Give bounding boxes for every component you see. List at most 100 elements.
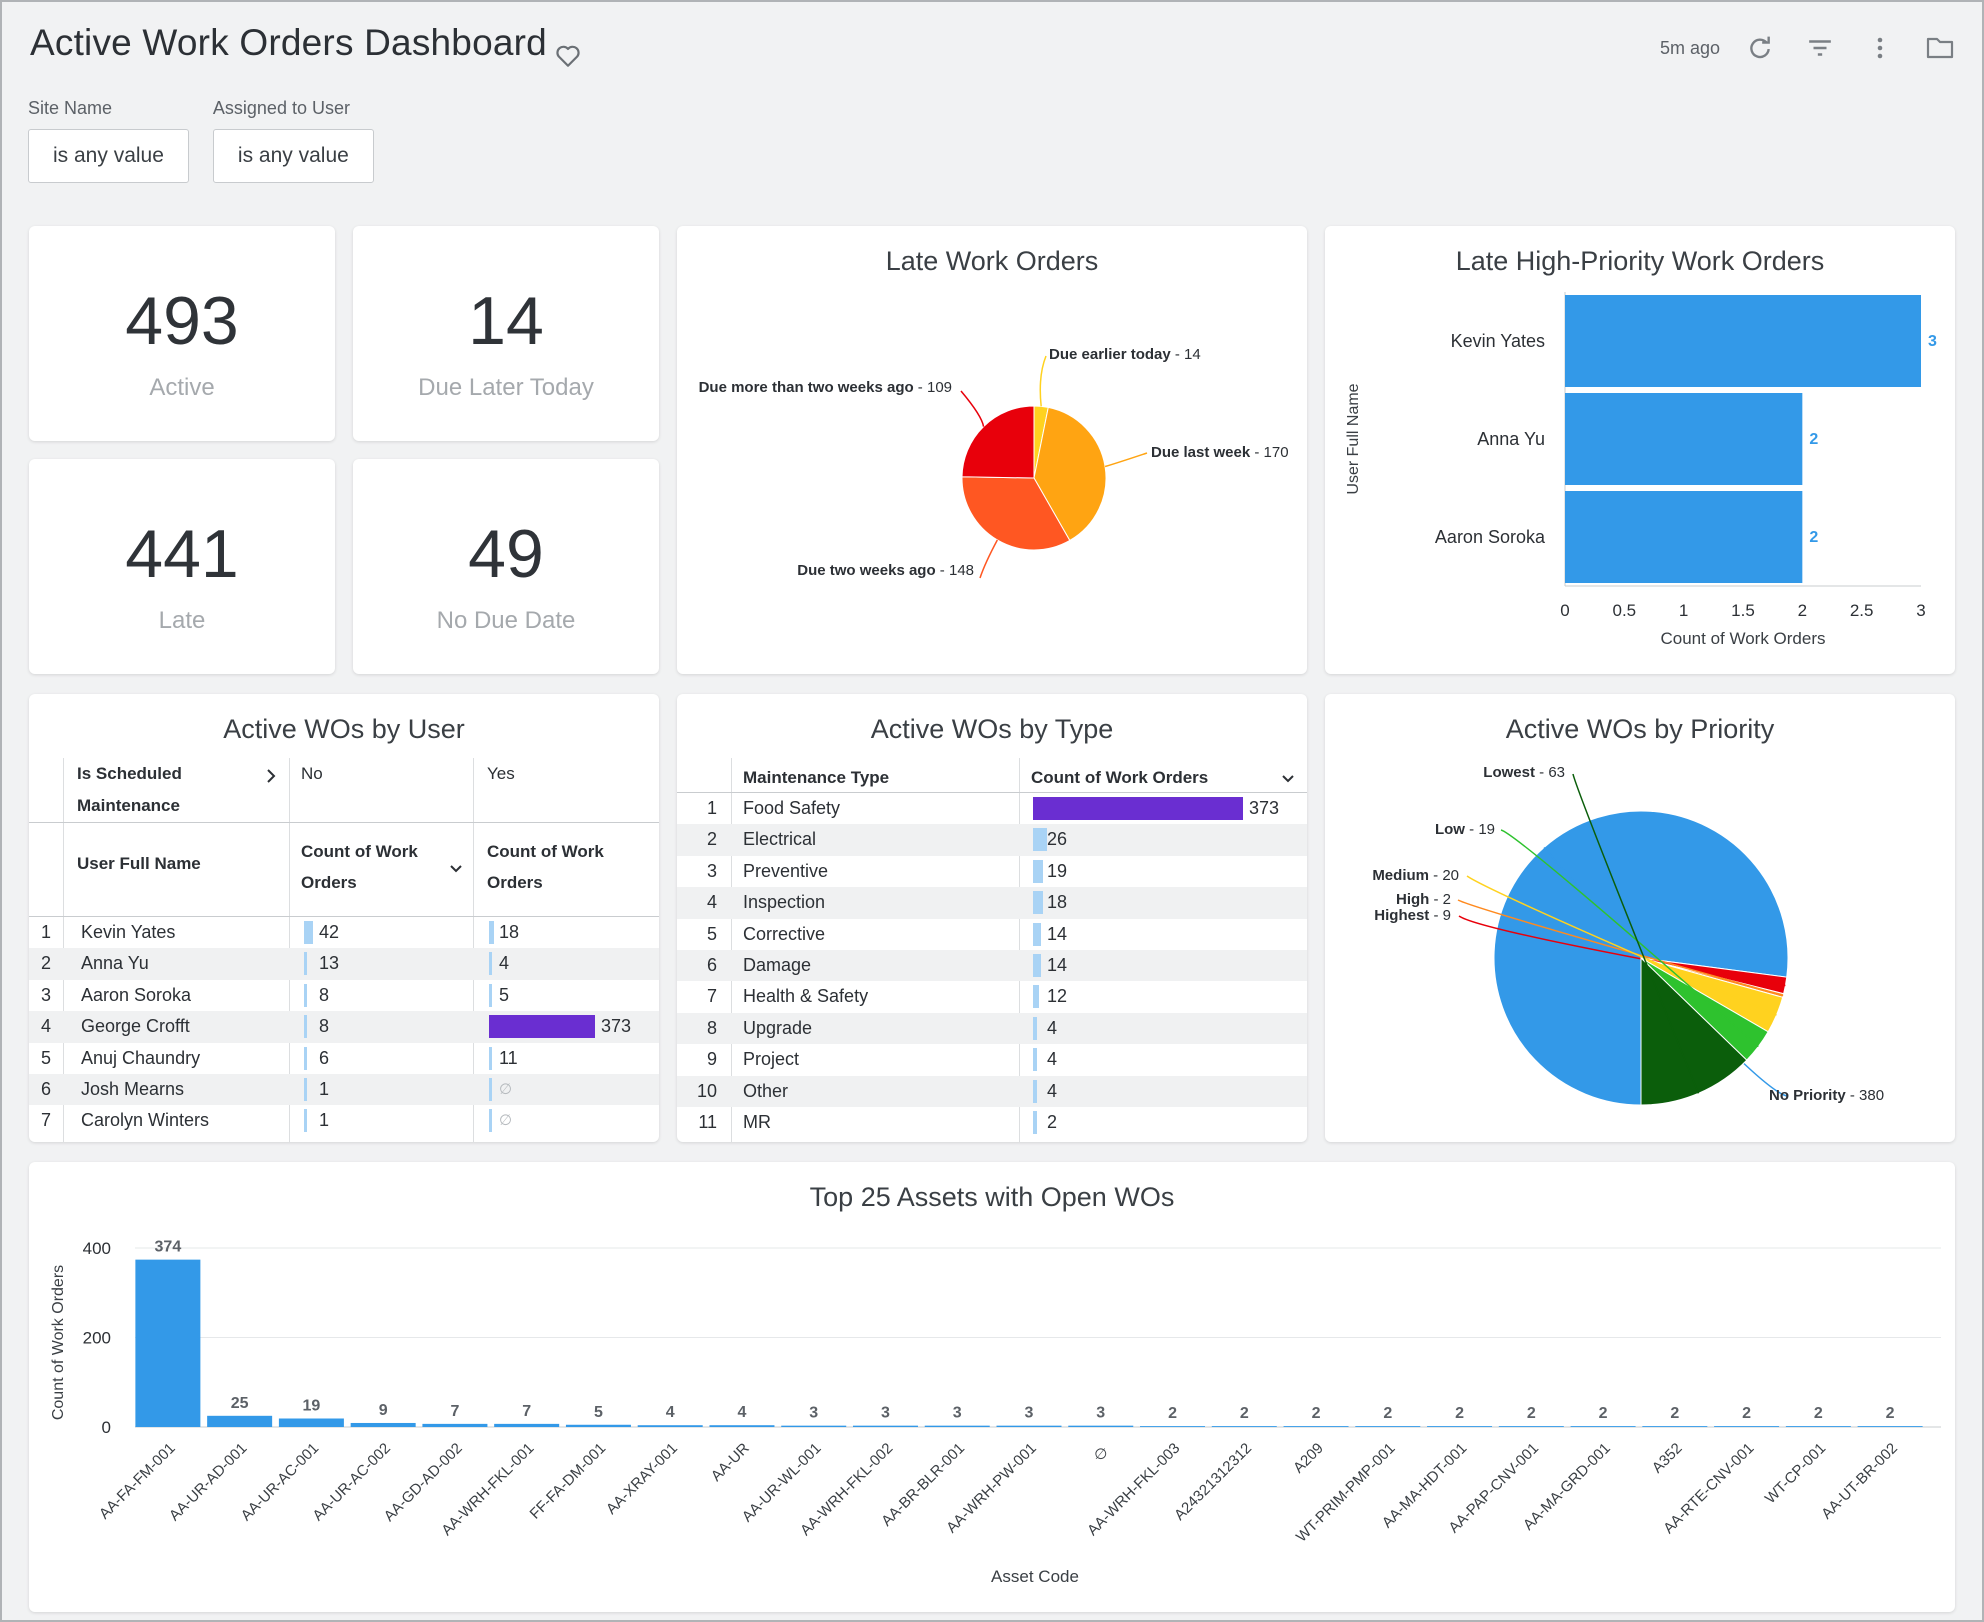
- kpi-label: Due Later Today: [418, 374, 594, 401]
- sort-chevron-down-icon[interactable]: [1281, 774, 1295, 784]
- table-row[interactable]: 5 Anuj Chaundry 6 11: [29, 1043, 659, 1074]
- asset-bar[interactable]: [1140, 1426, 1206, 1427]
- table-row[interactable]: 6 Josh Mearns 1 ∅: [29, 1074, 659, 1106]
- card-title: Late Work Orders: [885, 246, 1099, 276]
- count-header[interactable]: Count of Work Orders: [1031, 768, 1209, 787]
- count-no-cell: 6: [319, 1047, 330, 1068]
- more-options-icon[interactable]: [1862, 30, 1898, 66]
- refresh-icon[interactable]: [1742, 30, 1778, 66]
- asset-bar[interactable]: [709, 1425, 775, 1427]
- x-axis-title: Asset Code: [991, 1567, 1079, 1586]
- chevron-right-icon[interactable]: [265, 768, 277, 784]
- maintenance-type-header[interactable]: Maintenance Type: [743, 768, 890, 787]
- assigned-user-filter-button[interactable]: is any value: [212, 129, 374, 183]
- asset-bar[interactable]: [1068, 1425, 1134, 1427]
- asset-bar[interactable]: [1714, 1426, 1780, 1427]
- row-header[interactable]: User Full Name: [77, 854, 201, 873]
- asset-bar[interactable]: [1785, 1426, 1851, 1427]
- user-name-cell: Aaron Soroka: [81, 984, 192, 1005]
- card-title: Active WOs by User: [223, 714, 465, 744]
- asset-bar-value-label: 7: [450, 1403, 459, 1420]
- asset-bar[interactable]: [637, 1425, 703, 1427]
- asset-bar[interactable]: [422, 1423, 488, 1427]
- kpi-late-card[interactable]: 441 Late: [29, 459, 335, 674]
- count-bar: [304, 1078, 307, 1101]
- asset-category-label: A24321312312: [1171, 1440, 1255, 1524]
- late-pie-slice[interactable]: [961, 405, 1035, 479]
- kpi-value: 14: [468, 283, 544, 359]
- asset-bar[interactable]: [278, 1418, 344, 1427]
- filter-icon[interactable]: [1802, 30, 1838, 66]
- table-row[interactable]: 8 Upgrade 4: [677, 1012, 1307, 1045]
- hp-bar[interactable]: [1565, 491, 1803, 583]
- asset-bar[interactable]: [1283, 1426, 1349, 1427]
- count-bar: [304, 952, 307, 976]
- asset-bar[interactable]: [350, 1422, 416, 1427]
- measure-header-no[interactable]: Count of Work Orders: [301, 842, 418, 892]
- count-yes-cell: 5: [499, 984, 510, 1005]
- sort-chevron-down-icon[interactable]: [449, 864, 463, 874]
- count-bar: [489, 1109, 492, 1133]
- heart-icon[interactable]: [555, 44, 581, 68]
- count-bar: [304, 983, 307, 1007]
- table-row[interactable]: 4 George Crofft 8 373: [29, 1011, 659, 1043]
- table-row[interactable]: 1 Food Safety 373: [677, 793, 1307, 824]
- user-name-cell: Josh Mearns: [81, 1079, 185, 1099]
- maintenance-type-cell: Damage: [743, 955, 812, 975]
- kpi-active-card[interactable]: 493 Active: [29, 226, 335, 441]
- kpi-due-later-today-card[interactable]: 14 Due Later Today: [353, 226, 659, 441]
- prio-pie-leader-line: [1572, 773, 1700, 1094]
- table-row[interactable]: 3 Preventive 19: [677, 856, 1307, 887]
- site-name-filter-button[interactable]: is any value: [28, 129, 189, 183]
- asset-bar[interactable]: [996, 1425, 1062, 1427]
- table-row[interactable]: 4 Inspection 18: [677, 887, 1307, 919]
- table-row[interactable]: 9 Project 4: [677, 1044, 1307, 1075]
- page-title: Active Work Orders Dashboard: [30, 22, 547, 63]
- count-no-cell: 8: [319, 1016, 330, 1037]
- wos-by-type-card: Active WOs by Type Maintenance Type Coun…: [677, 694, 1307, 1142]
- hp-bar[interactable]: [1565, 393, 1803, 485]
- folder-icon[interactable]: [1922, 30, 1958, 66]
- maintenance-type-cell: Project: [743, 1049, 800, 1070]
- measure-header-yes[interactable]: Count of Work Orders: [487, 842, 604, 892]
- table-row[interactable]: 1 Kevin Yates 42 18: [29, 917, 659, 948]
- asset-bar[interactable]: [781, 1425, 847, 1427]
- asset-bar[interactable]: [924, 1425, 990, 1427]
- asset-bar[interactable]: [494, 1423, 560, 1427]
- asset-bar[interactable]: [1642, 1426, 1708, 1427]
- asset-bar[interactable]: [1427, 1426, 1493, 1427]
- late-pie-slice[interactable]: [1033, 406, 1107, 542]
- table-row[interactable]: 2 Anna Yu 13 4: [29, 948, 659, 980]
- asset-bar[interactable]: [1355, 1426, 1421, 1427]
- asset-bar[interactable]: [1211, 1426, 1277, 1427]
- asset-bar[interactable]: [1570, 1426, 1636, 1427]
- hp-bar[interactable]: [1565, 295, 1921, 387]
- count-no-cell: 1: [319, 1079, 330, 1099]
- user-name-cell: Kevin Yates: [81, 922, 176, 942]
- row-number: 2: [41, 953, 52, 974]
- hp-x-tick-label: 1: [1679, 601, 1688, 620]
- kpi-no-due-date-card[interactable]: 49 No Due Date: [353, 459, 659, 674]
- card-title: Active WOs by Priority: [1505, 714, 1775, 744]
- asset-bar[interactable]: [1498, 1426, 1564, 1427]
- asset-bar[interactable]: [565, 1424, 631, 1427]
- asset-bar[interactable]: [1857, 1426, 1923, 1427]
- table-row[interactable]: 3 Aaron Soroka 8 5: [29, 980, 659, 1011]
- pivot-header[interactable]: Is Scheduled Maintenance: [77, 764, 182, 815]
- table-row[interactable]: 10 Other 4: [677, 1075, 1307, 1107]
- asset-bar[interactable]: [135, 1259, 201, 1427]
- table-row[interactable]: 7 Carolyn Winters 1 ∅: [29, 1105, 659, 1136]
- table-row[interactable]: 5 Corrective 14: [677, 919, 1307, 950]
- asset-bar[interactable]: [207, 1415, 273, 1427]
- asset-bar-value-label: 19: [303, 1397, 321, 1414]
- prio-pie-slice-label: Medium - 20: [1372, 867, 1459, 884]
- table-row[interactable]: 2 Electrical 26: [677, 824, 1307, 856]
- table-row[interactable]: 7 Health & Safety 12: [677, 981, 1307, 1012]
- count-bar: [489, 921, 494, 944]
- table-row[interactable]: 6 Damage 14: [677, 950, 1307, 982]
- late-pie-leader-line: [1104, 452, 1148, 468]
- row-number: 7: [41, 1110, 52, 1131]
- asset-category-label: A352: [1649, 1440, 1686, 1477]
- table-row[interactable]: 11 MR 2: [677, 1107, 1307, 1138]
- asset-bar[interactable]: [852, 1425, 918, 1427]
